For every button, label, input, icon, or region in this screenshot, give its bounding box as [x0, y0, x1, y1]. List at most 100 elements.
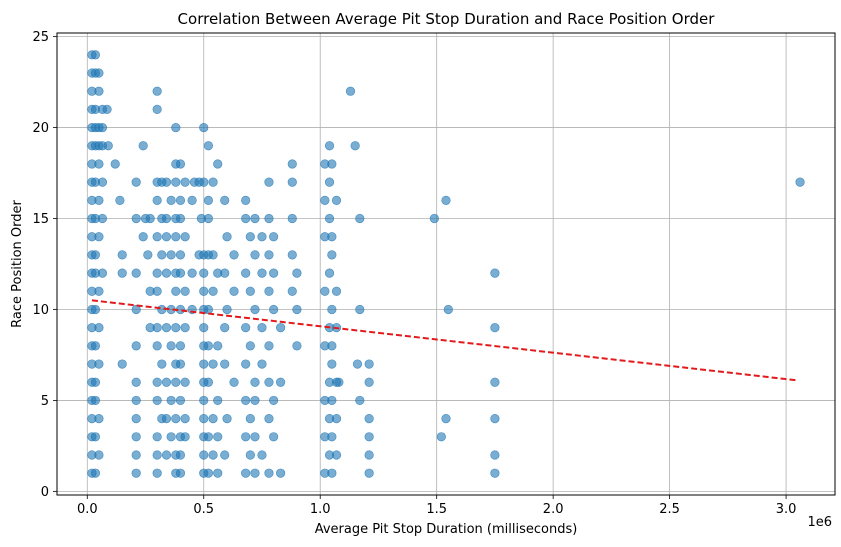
x-axis-offset-label: 1e6: [807, 515, 832, 530]
data-point: [171, 323, 181, 333]
data-point: [180, 177, 190, 187]
data-point: [250, 377, 260, 387]
data-point: [429, 213, 439, 224]
data-point: [229, 377, 239, 387]
data-point: [441, 195, 451, 205]
data-point: [199, 286, 209, 296]
data-point: [175, 159, 186, 169]
data-point: [175, 450, 186, 460]
data-point: [152, 395, 162, 406]
data-point: [110, 159, 120, 169]
data-point: [241, 468, 251, 478]
data-point: [161, 268, 172, 278]
data-point: [199, 450, 209, 460]
data-point: [171, 122, 181, 133]
data-point: [171, 232, 181, 242]
data-point: [355, 213, 365, 224]
data-point: [166, 341, 176, 351]
data-point: [161, 232, 172, 242]
data-point: [152, 341, 162, 351]
data-point: [331, 414, 342, 424]
data-point: [292, 268, 302, 278]
data-point: [152, 232, 162, 242]
data-point: [97, 122, 108, 133]
data-point: [208, 286, 218, 296]
data-point: [320, 286, 330, 296]
data-point: [276, 468, 286, 478]
data-point: [131, 304, 141, 315]
data-point: [131, 377, 141, 387]
data-point: [257, 268, 267, 278]
data-point: [220, 323, 230, 333]
data-point: [131, 395, 141, 406]
data-point: [94, 68, 104, 78]
data-point: [334, 377, 344, 387]
data-point: [324, 213, 335, 224]
data-point: [203, 341, 214, 351]
data-point: [220, 450, 230, 460]
data-point: [264, 286, 274, 296]
data-point: [269, 432, 279, 442]
data-point: [213, 159, 223, 169]
data-point: [245, 414, 255, 424]
data-point: [203, 377, 214, 387]
y-tick-label: 20: [32, 121, 49, 136]
data-point: [180, 323, 190, 333]
data-point: [213, 468, 223, 478]
data-point: [490, 414, 500, 424]
data-point: [90, 377, 101, 387]
data-point: [90, 304, 101, 315]
data-point: [264, 414, 274, 424]
data-point: [94, 195, 104, 205]
data-point: [292, 341, 302, 351]
data-point: [350, 141, 360, 151]
data-point: [241, 195, 251, 205]
data-point: [152, 450, 162, 460]
data-point: [327, 232, 337, 242]
data-point: [490, 450, 500, 460]
data-point: [117, 268, 127, 278]
data-point: [199, 395, 209, 406]
data-point: [203, 213, 214, 224]
data-point: [94, 359, 104, 369]
data-point: [131, 450, 141, 460]
data-point: [90, 341, 101, 351]
data-point: [117, 250, 127, 260]
data-point: [241, 213, 251, 224]
data-point: [441, 414, 451, 424]
data-point: [250, 304, 260, 315]
data-point: [131, 468, 141, 478]
y-axis-ticks: 0 5 10 15 20 25: [32, 30, 57, 500]
x-axis-ticks: 0.0 0.5 1.0 1.5 2.0 2.5 3.0: [77, 495, 796, 517]
data-point: [131, 213, 141, 224]
data-point: [213, 341, 223, 351]
data-point: [257, 450, 267, 460]
data-point: [264, 468, 274, 478]
data-point: [222, 232, 232, 242]
data-point: [175, 195, 186, 205]
data-point: [241, 359, 251, 369]
data-point: [131, 177, 141, 187]
data-point: [245, 450, 255, 460]
data-point: [175, 359, 186, 369]
data-point: [327, 432, 337, 442]
data-point: [241, 323, 251, 333]
data-point: [175, 395, 186, 406]
data-point: [327, 250, 337, 260]
data-point: [161, 414, 172, 424]
y-tick-label: 15: [32, 212, 49, 227]
data-point: [257, 323, 267, 333]
data-point: [94, 414, 104, 424]
data-point: [115, 195, 125, 205]
data-point: [250, 213, 260, 224]
y-tick-label: 5: [41, 394, 49, 409]
data-point: [203, 468, 214, 478]
data-point: [90, 468, 101, 478]
data-point: [220, 359, 230, 369]
data-point: [94, 323, 104, 333]
data-point: [287, 286, 297, 296]
data-point: [175, 213, 186, 224]
data-point: [222, 414, 232, 424]
data-point: [94, 86, 104, 96]
